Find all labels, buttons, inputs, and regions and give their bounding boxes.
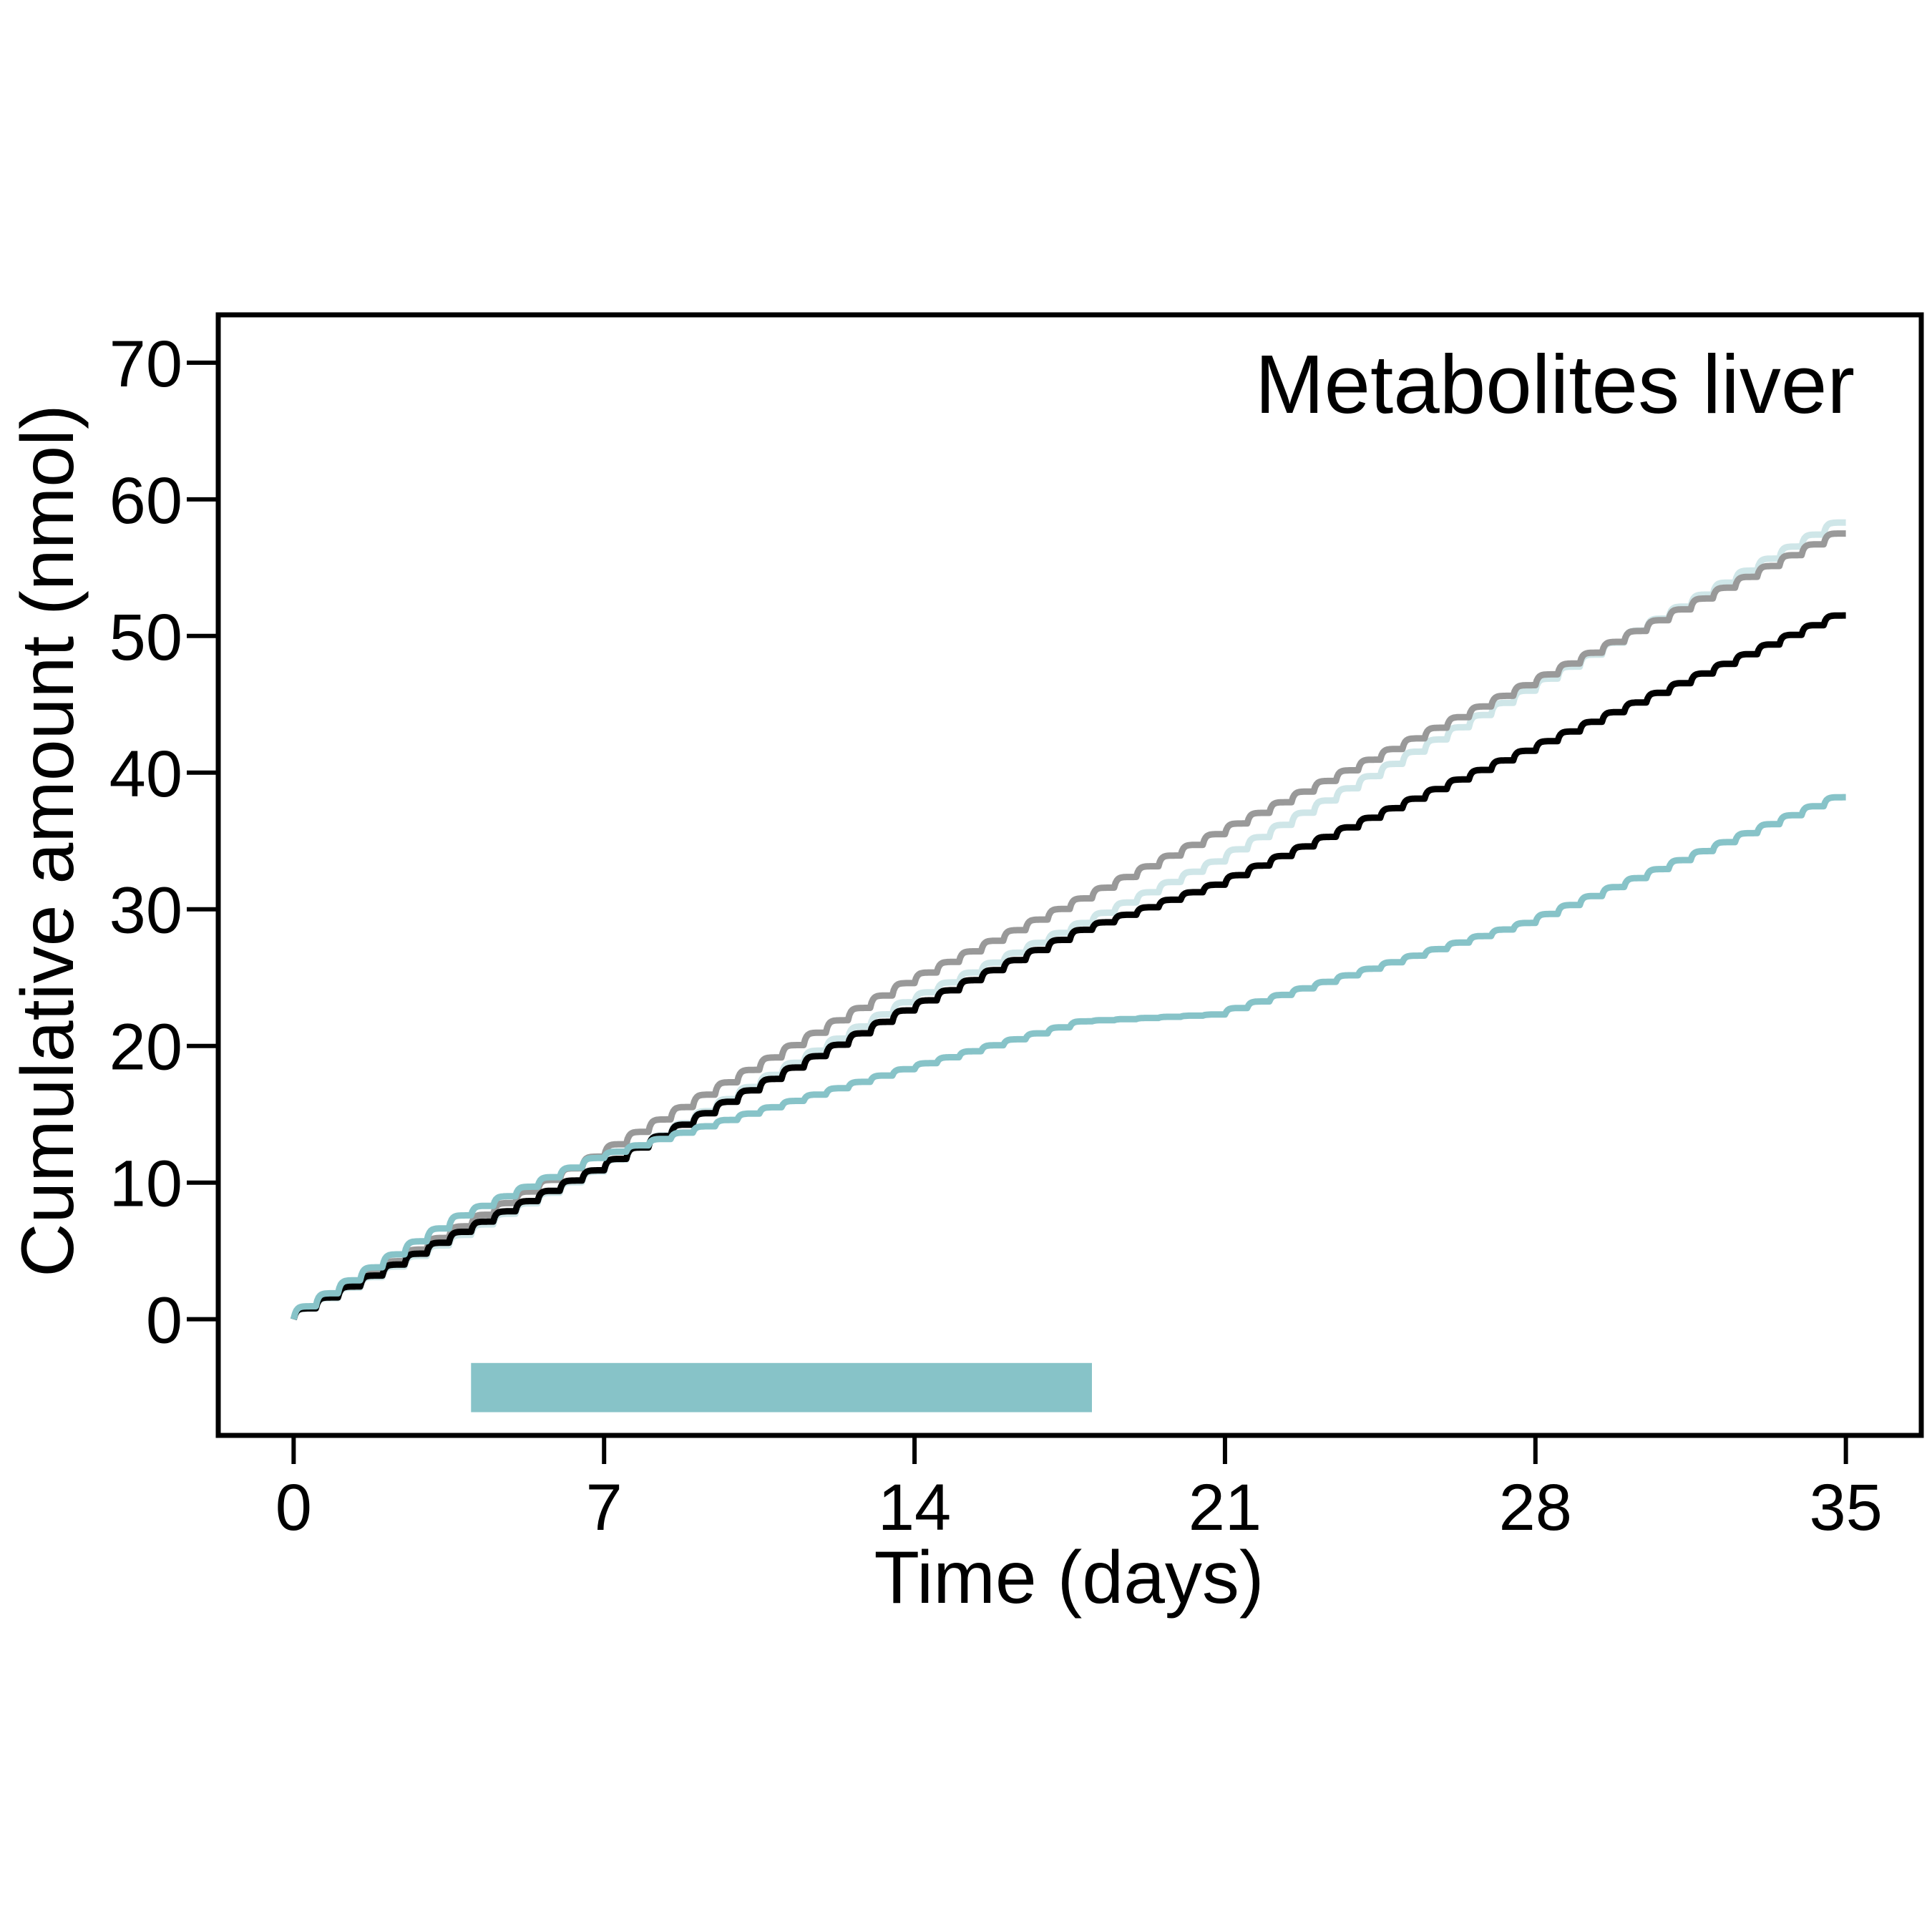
x-tick-label: 7	[586, 1471, 623, 1544]
x-tick-label: 0	[275, 1471, 312, 1544]
y-tick-label: 50	[109, 601, 182, 674]
x-axis: 0 7 14 21 28 35	[275, 1435, 1883, 1544]
y-tick-label: 40	[109, 738, 182, 811]
x-tick-label: 14	[878, 1471, 951, 1544]
series-line-4	[291, 794, 1848, 1320]
chart-title: Metabolites liver	[1255, 338, 1855, 431]
y-tick-label: 30	[109, 874, 182, 947]
x-tick-label: 35	[1809, 1471, 1882, 1544]
chart-marks	[291, 519, 1848, 1413]
y-tick-label: 10	[109, 1148, 182, 1221]
x-tick-label: 21	[1189, 1471, 1262, 1544]
y-tick-label: 0	[146, 1284, 182, 1357]
dosing-period-bar	[471, 1362, 1092, 1413]
series-line-3	[291, 612, 1848, 1320]
x-tick-label: 28	[1499, 1471, 1572, 1544]
y-tick-label: 60	[109, 464, 182, 537]
y-tick-label: 70	[109, 328, 182, 401]
y-tick-label: 20	[109, 1011, 182, 1084]
plot-frame	[215, 312, 1924, 1438]
y-axis-title: Cumulative amount (nmol)	[6, 404, 89, 1277]
x-axis-title: Time (days)	[874, 1536, 1264, 1619]
y-axis: 0 10 20 30 40 50 60 70	[109, 328, 218, 1357]
